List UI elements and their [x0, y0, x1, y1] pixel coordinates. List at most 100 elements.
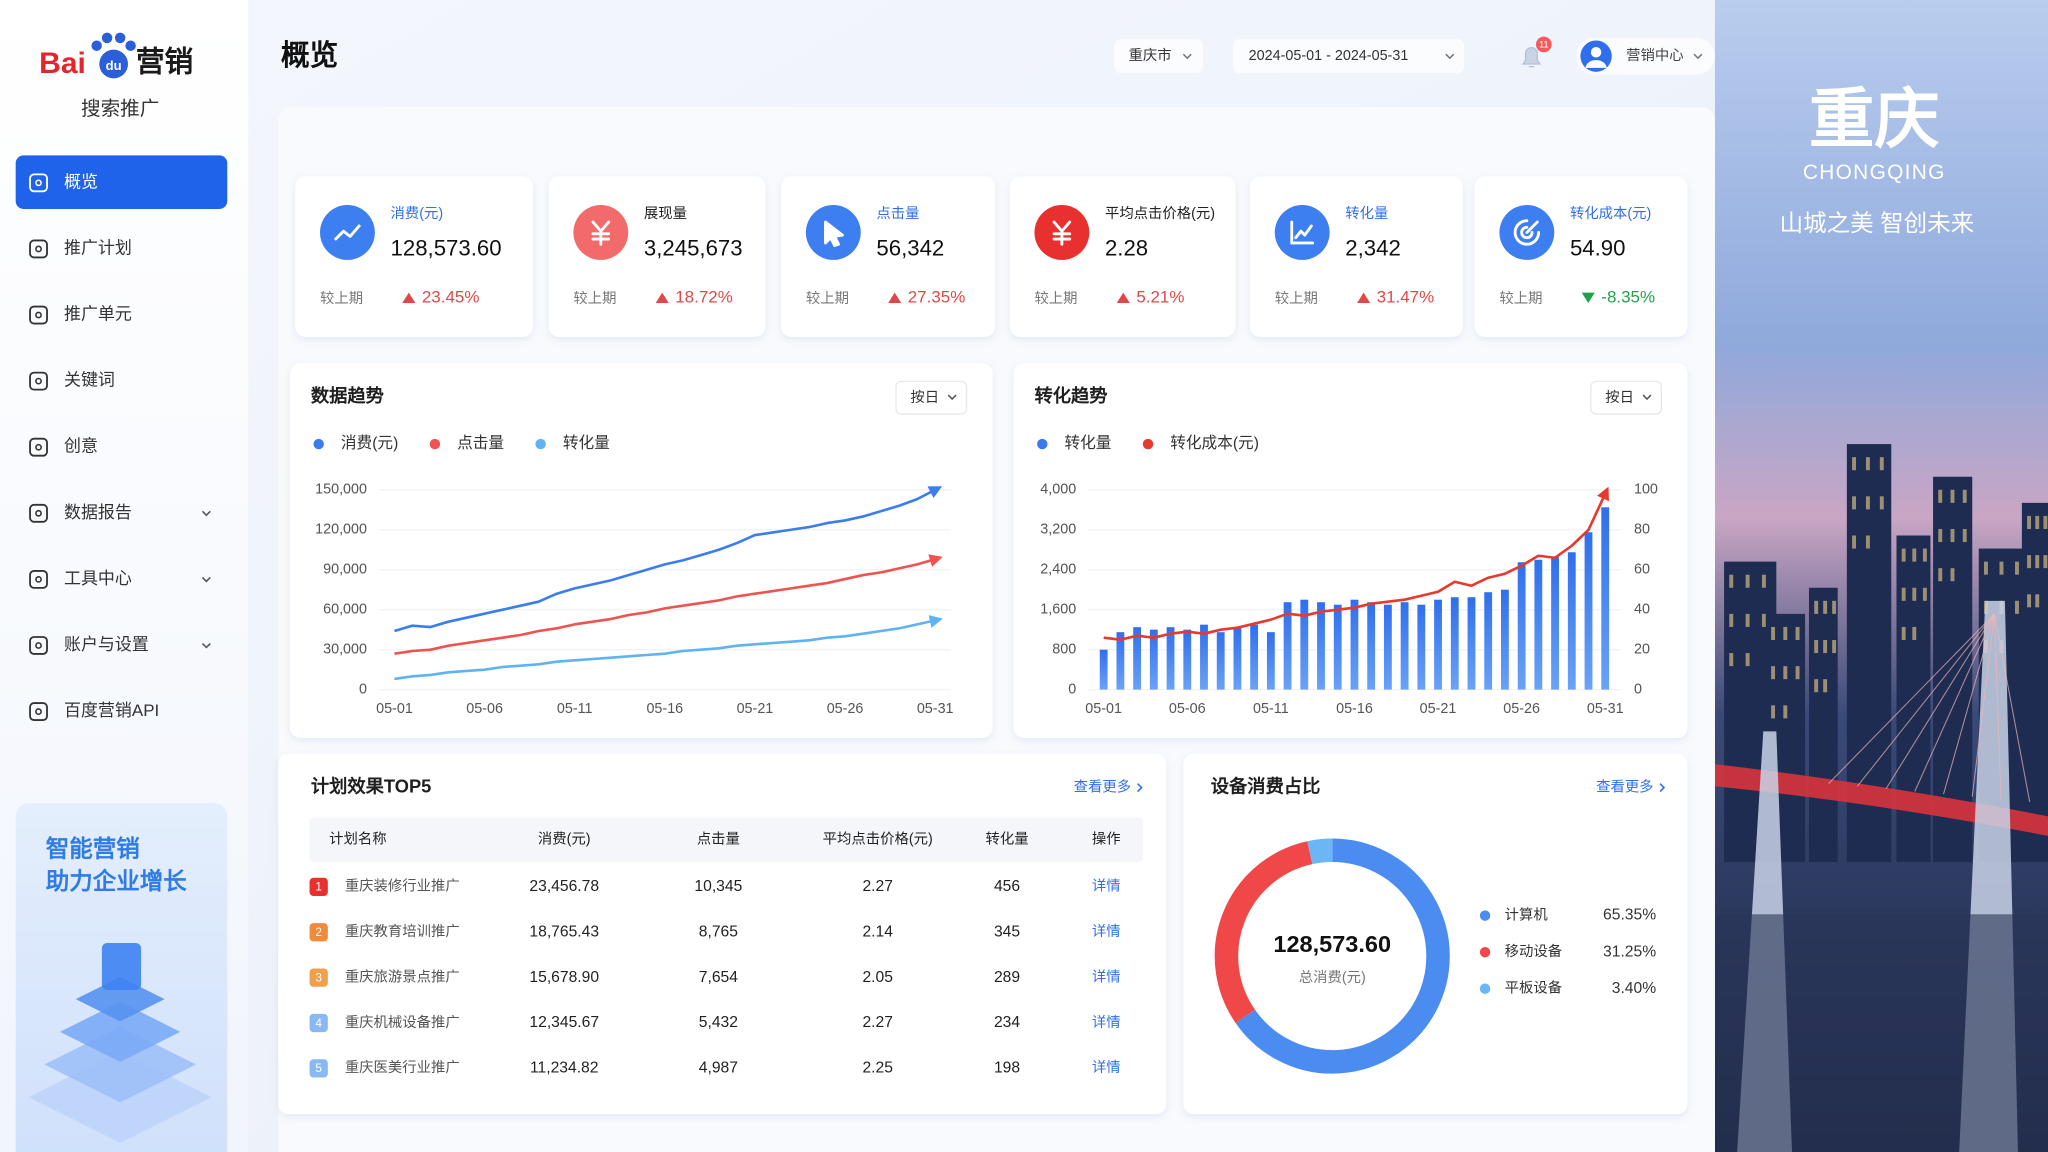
table-cell: 7,654 [699, 969, 738, 986]
menu-item[interactable]: 百度营销API [64, 701, 159, 720]
menu-item[interactable]: 概览 [64, 172, 98, 191]
legend-label: 计算机 [1505, 906, 1549, 923]
window-lights [2015, 600, 2019, 614]
rank-number: 5 [315, 1062, 322, 1075]
table-header-cell: 计划名称 [329, 831, 386, 848]
kpi-icon [334, 224, 361, 241]
rank-number: 2 [315, 926, 322, 939]
menu-active-bg[interactable] [15, 155, 228, 209]
y2-tick-label: 0 [1634, 681, 1642, 697]
bar [1200, 624, 1208, 690]
window-lights [1745, 653, 1750, 667]
menu-icon [29, 305, 48, 325]
bar [1133, 627, 1142, 690]
detail-link[interactable]: 详情 [1092, 1014, 1121, 1031]
promo-illustration [44, 1026, 196, 1103]
notification-bell[interactable] [1521, 47, 1542, 68]
granularity-select[interactable] [895, 380, 968, 415]
date-range[interactable] [1232, 39, 1465, 74]
rank-badge [309, 1059, 328, 1078]
y-tick-label: 3,200 [1040, 522, 1076, 538]
table-cell: 8,765 [699, 923, 738, 940]
plan-name: 重庆旅游景点推广 [345, 968, 460, 985]
window-lights [1761, 574, 1766, 588]
line-arrow [928, 554, 943, 567]
promo-illustration [101, 943, 142, 991]
window-lights [1865, 457, 1870, 471]
window-lights [2015, 561, 2019, 575]
y2-tick-label: 20 [1634, 641, 1650, 657]
menu-item[interactable]: 推广单元 [64, 305, 132, 324]
kpi-compare-label: 较上期 [320, 289, 363, 307]
menu-item[interactable]: 创意 [64, 437, 98, 456]
menu-item[interactable]: 推广计划 [64, 238, 132, 257]
kpi-icon [1290, 220, 1315, 245]
user-menu[interactable] [1576, 37, 1715, 75]
granularity-select[interactable] [1590, 380, 1663, 415]
table-cell: 10,345 [694, 878, 742, 895]
kpi-change: 18.72% [675, 287, 733, 306]
kpi-label: 平均点击价格(元) [1105, 205, 1215, 222]
city-select-label[interactable]: 重庆市 [1128, 47, 1171, 64]
bar [1266, 632, 1275, 690]
window-lights [1865, 535, 1870, 549]
rank-badge [309, 968, 328, 987]
x-tick-label: 05-01 [1085, 701, 1122, 717]
city-select[interactable] [1114, 39, 1203, 74]
menu-icon [35, 245, 42, 253]
bar [1601, 507, 1610, 690]
x-tick-label: 05-21 [1420, 701, 1457, 717]
menu-icon [29, 503, 48, 523]
rank-badge [309, 1013, 328, 1033]
bridge-cable [1943, 613, 1995, 795]
window-lights [1771, 705, 1776, 719]
menu-icon [29, 239, 48, 259]
kpi-change: -8.35% [1601, 287, 1655, 306]
menu-item[interactable]: 账户与设置 [64, 635, 149, 654]
line-arrow [927, 486, 943, 498]
window-lights [1912, 626, 1917, 640]
table-cell: 2.25 [862, 1060, 893, 1077]
bar [1149, 629, 1158, 690]
detail-link[interactable]: 详情 [1092, 968, 1121, 985]
legend-label: 消费(元) [341, 434, 398, 452]
menu-item[interactable]: 关键词 [64, 371, 115, 390]
x-tick-label: 05-26 [827, 701, 864, 717]
window-lights [2035, 555, 2040, 569]
x-tick-label: 05-21 [737, 701, 774, 717]
kpi-change: 5.21% [1136, 287, 1184, 306]
user-name[interactable]: 营销中心 [1626, 47, 1683, 64]
detail-link[interactable]: 详情 [1092, 878, 1121, 895]
granularity-label[interactable]: 按日 [1605, 389, 1634, 406]
granularity-label[interactable]: 按日 [910, 389, 939, 406]
legend-label: 移动设备 [1505, 943, 1562, 960]
window-lights [1950, 528, 1955, 543]
kpi-icon [591, 220, 611, 246]
menu-icon [35, 179, 42, 187]
banner-pinyin: CHONGQING [1803, 161, 1946, 184]
date-range-label[interactable]: 2024-05-01 - 2024-05-31 [1249, 48, 1409, 64]
window-lights [1832, 600, 1837, 614]
detail-link[interactable]: 详情 [1092, 1059, 1121, 1076]
bar [1317, 602, 1325, 690]
chevron [1182, 53, 1192, 60]
kpi-trend-arrow [1581, 292, 1595, 304]
window-lights [1783, 626, 1788, 640]
window-lights [1823, 679, 1828, 693]
menu-item[interactable]: 数据报告 [64, 503, 132, 522]
legend-dot [1479, 983, 1491, 994]
view-more-link[interactable]: 查看更多 [1074, 778, 1131, 795]
window-lights [1729, 613, 1734, 627]
kpi-change: 27.35% [908, 287, 966, 306]
menu-item[interactable]: 工具中心 [64, 569, 132, 588]
detail-link[interactable]: 详情 [1092, 923, 1121, 940]
bar [1333, 604, 1342, 690]
kpi-icon [824, 220, 844, 247]
banner-title: 重庆 [1809, 82, 1940, 155]
menu-icon [29, 702, 48, 721]
page-title: 概览 [281, 40, 338, 72]
view-more-link[interactable]: 查看更多 [1596, 778, 1653, 795]
x-tick-label: 05-31 [917, 701, 954, 717]
chevron [201, 510, 211, 517]
window-lights [1912, 548, 1917, 562]
